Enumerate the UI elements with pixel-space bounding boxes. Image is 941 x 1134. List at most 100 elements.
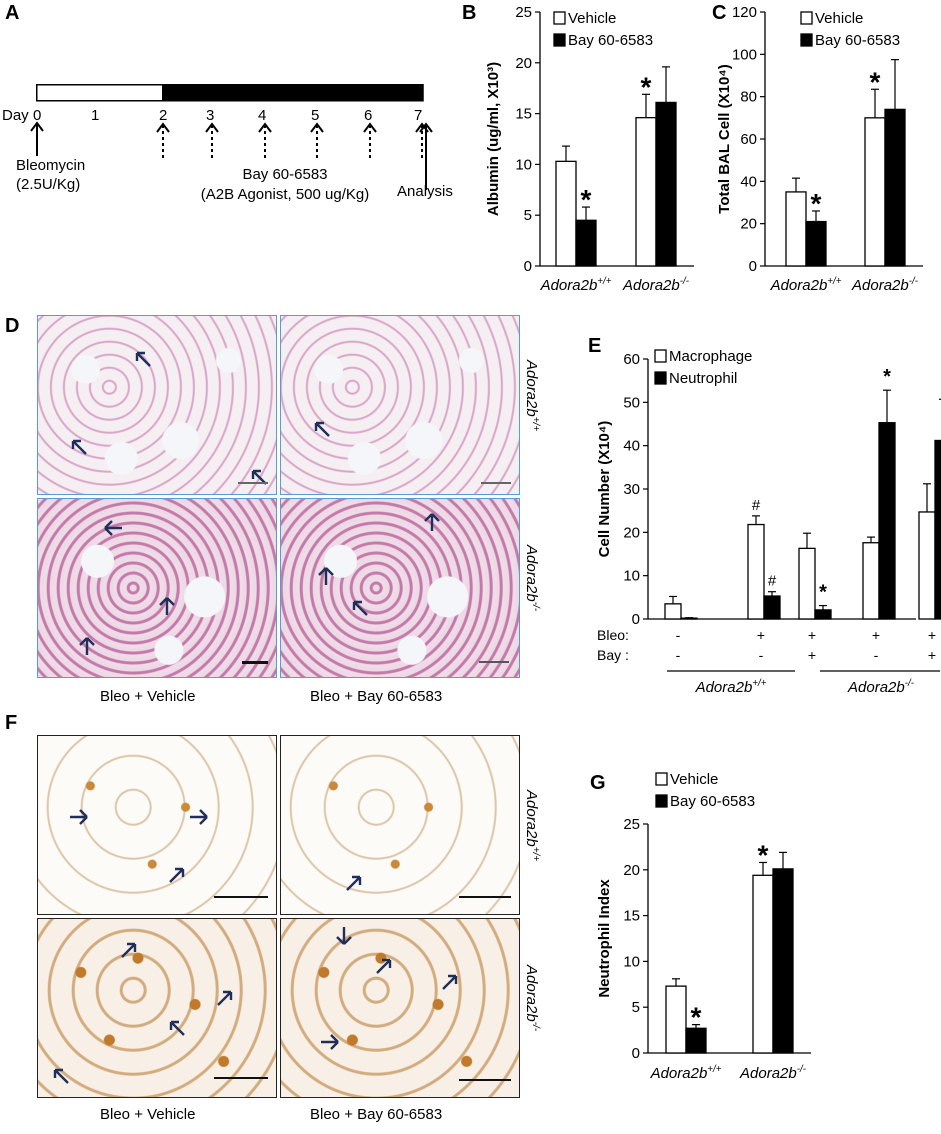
arrow-icon: [169, 867, 185, 883]
panel-c-label: C: [712, 2, 727, 24]
timeline-bar: [36, 84, 424, 102]
y-tick-label: 10: [623, 953, 640, 970]
ihc-micrograph-wt-bay: [280, 735, 520, 915]
bar: [805, 220, 827, 267]
timeline-arrows: [30, 121, 433, 190]
bar: [878, 422, 896, 620]
condition-row-label: Bay :: [597, 647, 629, 663]
scale-bar: [242, 661, 268, 664]
ihc-micrograph-wt-vehicle: [37, 735, 277, 915]
he-micrograph-ko-vehicle: [37, 498, 277, 678]
he-micrograph-wt-vehicle: [37, 315, 277, 495]
significance-mark: #: [752, 497, 761, 514]
chart-c: Total BAL Cell (X10⁴) 0 20 40 60 80 100 120 * * Ad…: [716, 4, 923, 294]
significance-mark: *: [641, 71, 652, 102]
bar: [772, 868, 794, 1054]
y-tick-label: 80: [740, 89, 757, 106]
legend-label: Neutrophil: [669, 370, 737, 387]
legend-label: Bay 60-6583: [670, 793, 755, 810]
analysis-label: Analysis: [397, 183, 453, 200]
arrow-icon: [346, 875, 362, 891]
arrow-icon: [71, 439, 87, 455]
arrow-icon: [104, 520, 122, 536]
arrow-icon: [70, 809, 88, 825]
panel-e-label: E: [588, 335, 602, 357]
y-tick-label: 0: [524, 258, 532, 275]
f-caption-bay: Bleo + Bay 60-6583: [310, 1106, 443, 1123]
panel-g-label: G: [590, 772, 606, 794]
category-label: Adora2b+/+: [650, 1064, 722, 1082]
legend-swatch: [655, 794, 668, 808]
ihc-micrograph-ko-bay: [280, 918, 520, 1098]
arrow-icon: [442, 974, 458, 990]
y-axis-label: Cell Number (X10⁴): [596, 421, 613, 558]
legend-swatch: [654, 349, 667, 363]
arrow-icon: [318, 567, 334, 585]
y-tick-label: 10: [623, 568, 640, 585]
legend-label: Bay 60-6583: [568, 32, 653, 49]
y-tick-label: 20: [623, 862, 640, 879]
day-3: 3: [206, 107, 215, 124]
legend-swatch: [800, 33, 813, 47]
condition-symbol: -: [759, 647, 764, 663]
f-caption-vehicle: Bleo + Vehicle: [100, 1106, 196, 1123]
y-tick-label: 10: [515, 156, 532, 173]
day-7: 7: [414, 107, 423, 124]
legend-swatch: [800, 11, 813, 25]
arrow-icon: [424, 513, 440, 531]
y-tick-label: 40: [740, 173, 757, 190]
condition-row-label: Bleo:: [597, 627, 629, 643]
arrow-icon: [79, 637, 95, 655]
bar: [814, 609, 832, 620]
bar: [862, 542, 880, 620]
category-label: Adora2b-/-: [851, 276, 919, 294]
condition-symbol: -: [676, 647, 681, 663]
arrow-icon: [159, 597, 175, 615]
y-axis-label: Neutrophil Index: [596, 879, 613, 998]
group-label: Adora2b+/+: [695, 678, 767, 696]
arrow-icon: [251, 469, 267, 485]
scale-bar: [214, 896, 268, 898]
panel-d-label: D: [5, 315, 20, 337]
y-tick-label: 5: [524, 207, 532, 224]
significance-mark: #: [768, 573, 777, 590]
scale-bar: [481, 482, 511, 484]
significance-mark: *: [870, 66, 881, 97]
y-tick-label: 0: [632, 611, 640, 628]
scale-bar: [214, 1077, 268, 1079]
bleomycin-label: Bleomycin: [16, 157, 86, 174]
y-tick-label: 30: [623, 481, 640, 498]
condition-symbol: -: [874, 647, 879, 663]
day-5: 5: [311, 107, 320, 124]
legend-label: Bay 60-6583: [815, 32, 900, 49]
panel-a-label: A: [5, 2, 20, 24]
agonist-label: Bay 60-6583: [242, 166, 328, 183]
arrow-icon: [376, 958, 392, 974]
arrow-icon: [169, 1020, 185, 1036]
legend-label: Vehicle: [568, 10, 616, 27]
bar: [665, 985, 687, 1054]
condition-symbol: +: [928, 627, 936, 643]
f-row-label-ko: Adora2b-/-: [523, 965, 541, 1032]
significance-mark: *: [758, 839, 769, 870]
significance-mark: *: [691, 1002, 702, 1033]
d-caption-vehicle: Bleo + Vehicle: [100, 688, 196, 705]
y-tick-label: 100: [732, 46, 757, 63]
y-tick-label: 20: [515, 55, 532, 72]
bar: [685, 1027, 707, 1054]
d-row-label-ko: Adora2b-/-: [523, 545, 541, 612]
bar: [664, 603, 682, 620]
scale-bar: [479, 661, 509, 663]
group-label: Adora2b-/-: [847, 678, 915, 696]
y-axis-label: Albumin (ug/ml, X10³): [485, 62, 502, 216]
significance-mark: *: [883, 366, 891, 388]
legend-label: Vehicle: [815, 10, 863, 27]
y-tick-label: 60: [740, 131, 757, 148]
ihc-micrograph-ko-vehicle: [37, 918, 277, 1098]
bar: [555, 160, 577, 267]
category-label: Adora2b+/+: [540, 276, 612, 294]
bar: [798, 547, 816, 620]
arrow-icon: [121, 942, 137, 958]
arrow-icon: [53, 1068, 69, 1084]
scale-bar: [459, 896, 511, 898]
